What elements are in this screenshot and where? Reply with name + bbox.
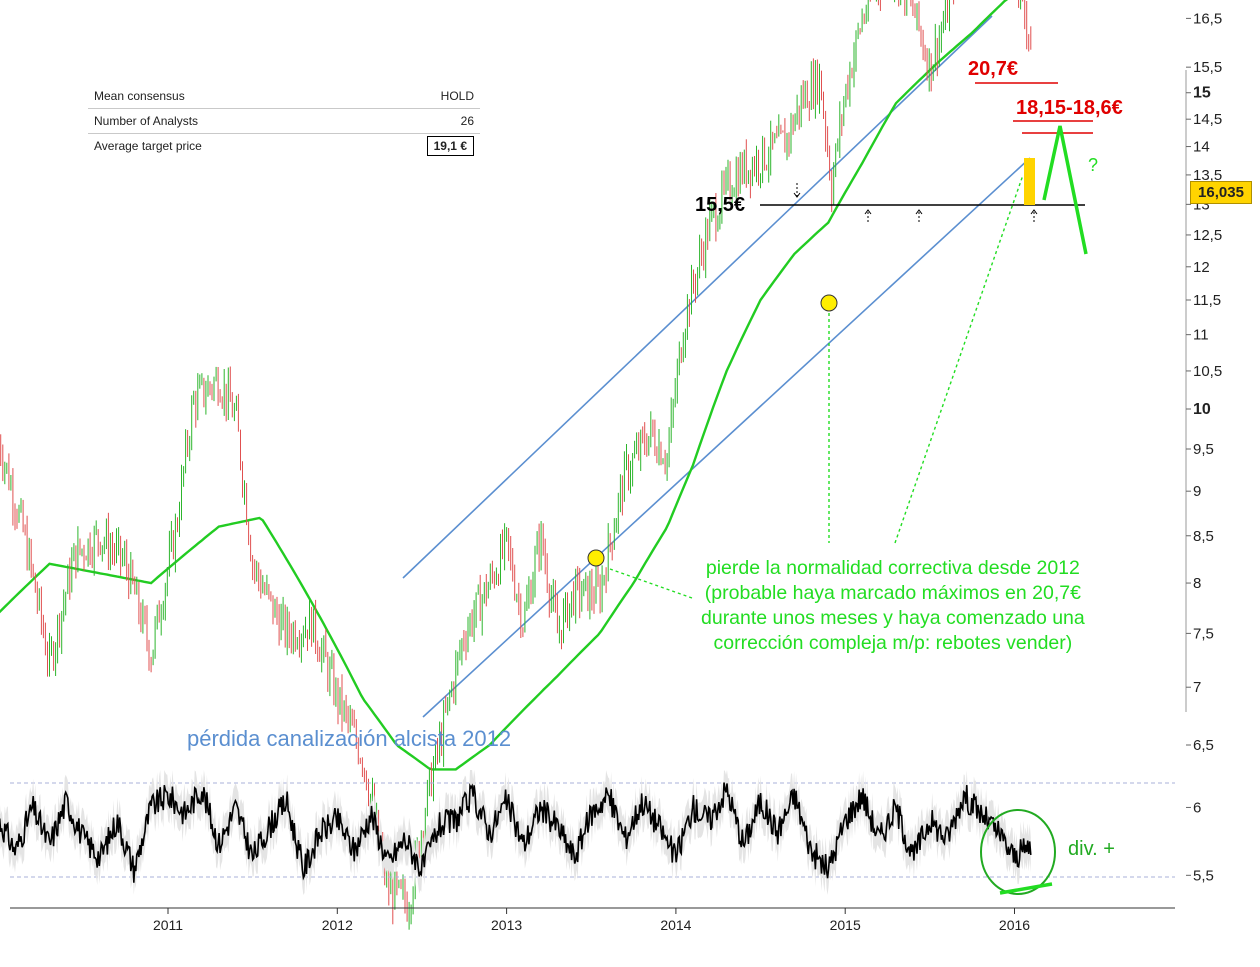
divergence-line (999, 882, 1053, 895)
y-tick-label: 15,5 (1193, 59, 1222, 76)
x-tick-label: 2014 (660, 917, 691, 933)
analysis-line: pierde la normalidad correctiva desde 20… (705, 557, 1080, 579)
consensus-label: Mean consensus (94, 89, 185, 103)
y-tick-label: 14 (1193, 139, 1210, 156)
y-tick-label: 6 (1193, 799, 1201, 816)
y-axis: 19,518,517,516,515,51514,51413,51312,512… (1185, 10, 1222, 884)
analysis-line: durante unos meses y haya comenzado una (701, 607, 1085, 629)
y-tick-label: 8 (1193, 575, 1201, 592)
x-tick-label: 2015 (830, 917, 861, 933)
arrow-head (915, 209, 923, 215)
consensus-row: Number of Analysts 26 (88, 109, 480, 134)
y-tick-label: 10 (1193, 401, 1211, 418)
question-mark: ? (1088, 155, 1099, 175)
x-axis: 2011 2012 2013 2014 2015 2016 (10, 907, 1175, 933)
top-level-label: 20,7€ (968, 58, 1019, 80)
arrow-head (1030, 209, 1038, 215)
y-tick-label: 12 (1193, 259, 1210, 276)
touch-marker (820, 294, 838, 312)
arrow-head (793, 192, 801, 198)
highlight-bar (1024, 158, 1035, 205)
target-price-value: 19,1 € (426, 136, 474, 156)
target-price-label: Average target price (94, 139, 202, 153)
x-tick-label: 2016 (999, 917, 1030, 933)
price-series (0, 0, 1032, 930)
last-price-tag: 16,035 (1190, 181, 1252, 204)
y-tick-label: 13,5 (1193, 167, 1222, 184)
y-tick-label: 15 (1193, 85, 1211, 102)
analysis-line: corrección compleja m/p: rebotes vender) (713, 632, 1073, 654)
consensus-row: Mean consensus HOLD (88, 84, 480, 109)
consensus-value: HOLD (440, 89, 474, 103)
oscillator-line (0, 782, 1032, 883)
y-tick-label: 9,5 (1193, 441, 1214, 458)
projection-path (1042, 125, 1088, 255)
x-tick-label: 2012 (322, 917, 353, 933)
y-tick-label: 12,5 (1193, 227, 1222, 244)
moving-average-line (0, 0, 1009, 771)
pointer-line (894, 174, 1024, 544)
y-tick-label: 10,5 (1193, 363, 1222, 380)
analysts-value: 26 (460, 114, 474, 128)
oscillator-panel (0, 770, 1175, 895)
target-level-label: 18,15-18,6€ (1016, 97, 1123, 119)
moving-average (0, 0, 1009, 771)
pointer-line (609, 568, 693, 599)
y-tick-label: 16,5 (1193, 10, 1222, 27)
y-tick-label: 11 (1193, 327, 1209, 344)
y-tick-label: 14,5 (1193, 111, 1222, 128)
x-tick-label: 2011 (153, 917, 183, 933)
y-tick-label: 7 (1193, 679, 1201, 696)
y-tick-label: 6,5 (1193, 737, 1214, 754)
annotation-shapes (587, 82, 1093, 599)
channel-loss-label: pérdida canalización alcista 2012 (187, 726, 512, 751)
y-tick-label: 11,5 (1193, 292, 1221, 309)
consensus-table: Mean consensus HOLD Number of Analysts 2… (88, 84, 480, 158)
analysis-note: pierde la normalidad correctiva desde 20… (701, 556, 1085, 656)
x-tick-label: 2013 (491, 917, 522, 933)
divergence-label: div. + (1068, 838, 1115, 860)
arrow-head (864, 209, 872, 215)
analysis-line: (probable haya marcado máximos en 20,7€ (704, 582, 1081, 604)
y-tick-label: 8,5 (1193, 528, 1214, 545)
consensus-row: Average target price 19,1 € (88, 134, 480, 158)
y-tick-label: 5,5 (1193, 867, 1214, 884)
touch-marker (587, 549, 605, 567)
y-tick-label: 9 (1193, 483, 1201, 500)
divergence-circle (980, 809, 1056, 895)
y-tick-label: 7,5 (1193, 625, 1214, 642)
channel-upper-line (402, 15, 993, 579)
uptrend-channel (402, 15, 1031, 718)
channel-lower-line (422, 157, 1031, 718)
support-level-label: 15,5€ (695, 194, 746, 216)
analysts-label: Number of Analysts (94, 114, 199, 128)
